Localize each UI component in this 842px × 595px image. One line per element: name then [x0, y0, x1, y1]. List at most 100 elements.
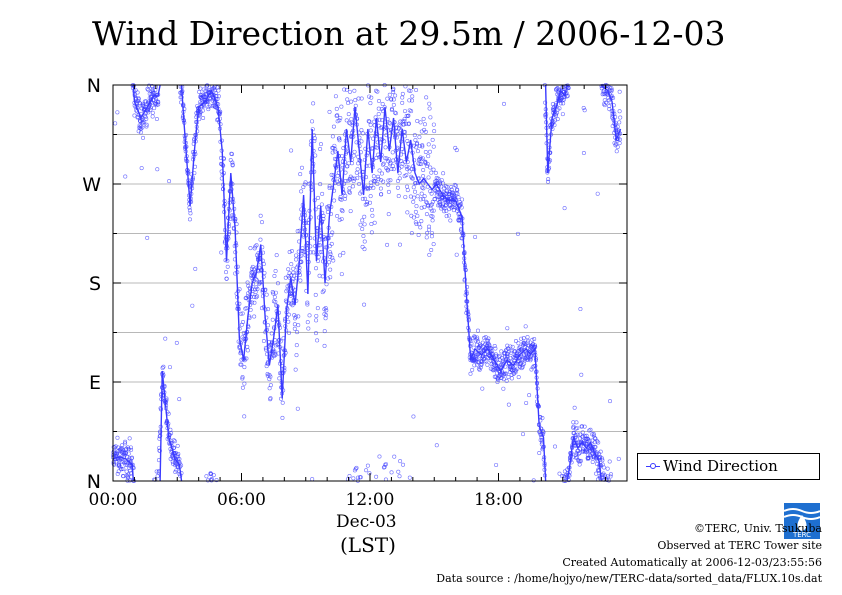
scatter-point [242, 365, 247, 370]
scatter-point [485, 338, 490, 343]
scatter-point [127, 436, 132, 441]
scatter-point [429, 170, 434, 175]
scatter-point [341, 250, 346, 255]
scatter-point [553, 113, 558, 118]
scatter-point [348, 209, 353, 214]
scatter-point [541, 457, 546, 462]
scatter-point [422, 122, 427, 127]
scatter-point [313, 331, 318, 336]
scatter-point [115, 435, 120, 440]
scatter-point [358, 222, 363, 227]
scatter-point [272, 274, 277, 279]
scatter-point [387, 120, 392, 125]
scatter-point [597, 455, 602, 460]
scatter-point [339, 272, 344, 277]
scatter-point [302, 182, 307, 187]
scatter-point [459, 205, 464, 210]
scatter-point [390, 150, 395, 155]
scatter-point [313, 292, 318, 297]
scatter-point [501, 386, 506, 391]
scatter-point [329, 232, 334, 237]
scatter-point [266, 323, 271, 328]
scatter-point [375, 181, 380, 186]
scatter-point [121, 466, 126, 471]
scatter-point [398, 123, 403, 128]
scatter-point [305, 320, 310, 325]
scatter-point [419, 162, 424, 167]
scatter-point [406, 122, 411, 127]
scatter-point [415, 194, 420, 199]
scatter-point [115, 471, 120, 476]
scatter-point [321, 288, 326, 293]
scatter-point [412, 195, 417, 200]
scatter-point [386, 189, 391, 194]
scatter-point [379, 107, 384, 112]
scatter-point [379, 171, 384, 176]
scatter-point [515, 231, 520, 236]
scatter-point [513, 370, 518, 375]
scatter-point [474, 357, 479, 362]
scatter-point [253, 287, 258, 292]
scatter-point [562, 469, 567, 474]
scatter-point [446, 213, 451, 218]
scatter-point [309, 187, 314, 192]
scatter-point [421, 181, 426, 186]
scatter-point [378, 186, 383, 191]
scatter-point [557, 106, 562, 111]
scatter-point [593, 445, 598, 450]
scatter-point [555, 117, 560, 122]
scatter-point [310, 477, 315, 482]
scatter-point [595, 191, 600, 196]
scatter-point [315, 306, 320, 311]
scatter-point [320, 191, 325, 196]
scatter-point [383, 462, 388, 467]
scatter-point [224, 276, 229, 281]
scatter-point [293, 314, 298, 319]
scatter-point [392, 110, 397, 115]
scatter-point [333, 147, 338, 152]
scatter-point [580, 434, 585, 439]
scatter-point [509, 372, 514, 377]
scatter-point [452, 202, 457, 207]
scatter-point [524, 400, 529, 405]
scatter-point [407, 98, 412, 103]
scatter-point [504, 371, 509, 376]
scatter-point [376, 112, 381, 117]
scatter-point [287, 330, 292, 335]
scatter-point [447, 190, 452, 195]
scatter-point [604, 100, 609, 105]
scatter-point [425, 231, 430, 236]
scatter-point [427, 224, 432, 229]
scatter-point [328, 267, 333, 272]
scatter-point [429, 234, 434, 239]
scatter-point [327, 109, 332, 114]
scatter-point [360, 218, 365, 223]
scatter-point [494, 462, 499, 467]
scatter-point [112, 462, 117, 467]
scatter-point [386, 178, 391, 183]
scatter-point [130, 455, 135, 460]
scatter-point [244, 356, 249, 361]
scatter-point [416, 233, 421, 238]
scatter-point [561, 97, 566, 102]
scatter-point [426, 203, 431, 208]
scatter-point [258, 237, 263, 242]
scatter-point [454, 208, 459, 213]
scatter-point [368, 128, 373, 133]
scatter-point [405, 188, 410, 193]
scatter-point [552, 123, 557, 128]
scatter-point [602, 98, 607, 103]
scatter-point [371, 174, 376, 179]
scatter-point [525, 338, 530, 343]
scatter-point [361, 233, 366, 238]
scatter-point [117, 449, 122, 454]
scatter-point [580, 430, 585, 435]
scatter-point [146, 87, 151, 92]
y-tick-label: W [82, 174, 101, 196]
scatter-point [614, 149, 619, 154]
scatter-point [505, 351, 510, 356]
scatter-point [362, 222, 367, 227]
scatter-point [346, 112, 351, 117]
scatter-point [230, 160, 235, 165]
scatter-point [432, 129, 437, 134]
